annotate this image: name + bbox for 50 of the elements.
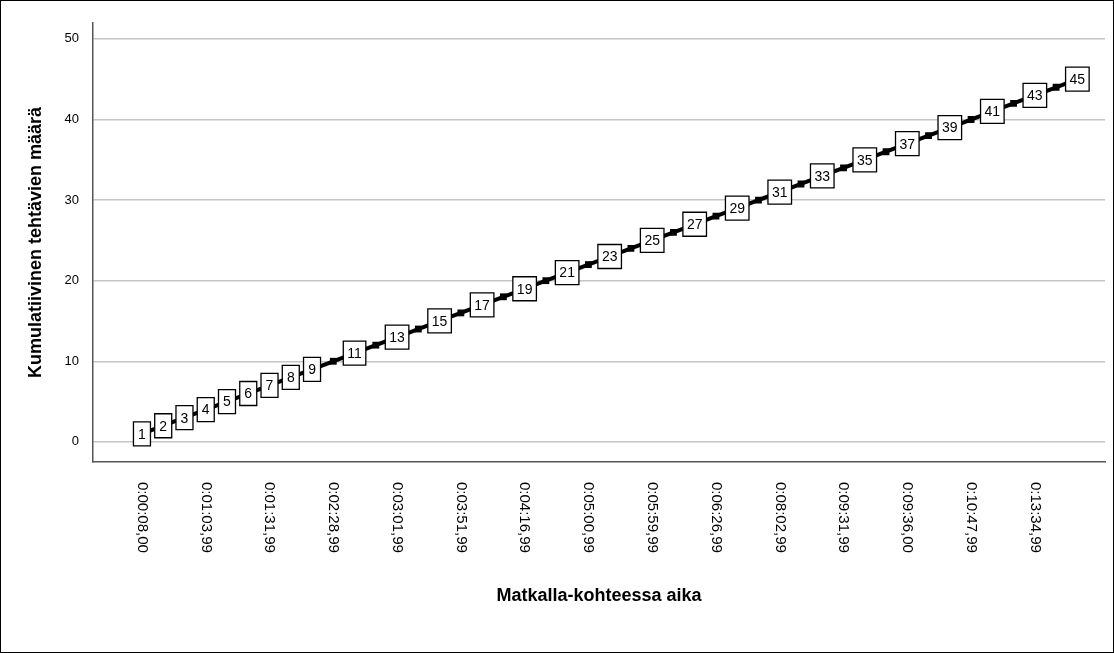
data-label: 1 — [138, 425, 147, 442]
y-tick-label: 40 — [64, 111, 80, 127]
data-label: 13 — [389, 328, 406, 345]
data-label: 35 — [856, 151, 873, 168]
data-label: 37 — [899, 135, 916, 152]
data-label: 31 — [771, 183, 788, 200]
data-label: 17 — [474, 296, 491, 313]
x-tick-label: 0:03:01,99 — [389, 482, 407, 553]
x-tick-label: 0:01:31,99 — [262, 482, 280, 553]
y-axis-title: Kumulatiivinen tehtävien määrä — [24, 105, 45, 378]
data-label: 23 — [601, 248, 618, 265]
data-label: 6 — [244, 385, 253, 402]
data-label: 15 — [431, 312, 448, 329]
data-label: 9 — [308, 361, 317, 378]
x-tick-label: 0:02:28,99 — [326, 482, 344, 553]
x-tick-label: 0:01:03,99 — [198, 482, 216, 553]
x-tick-label: 0:13:34,99 — [1027, 482, 1045, 553]
data-label: 7 — [265, 377, 274, 394]
data-label: 43 — [1027, 87, 1043, 104]
data-label: 39 — [942, 119, 958, 136]
x-tick-label: 0:08:02,99 — [772, 482, 790, 553]
x-tick-label: 0:00:08,00 — [134, 482, 152, 553]
x-tick-label: 0:10:47,99 — [963, 482, 981, 553]
data-label: 41 — [984, 103, 1001, 120]
data-label: 2 — [159, 417, 168, 434]
x-tick-label: 0:09:36,00 — [900, 482, 918, 553]
y-tick-label: 20 — [64, 272, 80, 288]
data-label: 3 — [180, 409, 189, 426]
data-label: 33 — [814, 167, 831, 184]
y-tick-label: 30 — [64, 191, 80, 207]
x-axis-title: Matkalla-kohteessa aika — [496, 584, 703, 605]
y-tick-label: 50 — [64, 30, 80, 46]
data-label: 11 — [347, 345, 363, 362]
x-tick-label: 0:05:59,99 — [645, 482, 663, 553]
data-label: 29 — [729, 200, 746, 217]
data-label: 45 — [1069, 71, 1086, 88]
data-label: 27 — [686, 216, 703, 233]
x-tick-label: 0:05:00,99 — [581, 482, 599, 553]
y-tick-label: 0 — [71, 433, 80, 449]
x-tick-label: 0:09:31,99 — [836, 482, 854, 553]
x-tick-label: 0:04:16,99 — [517, 482, 535, 553]
data-label: 8 — [286, 369, 295, 386]
data-label: 21 — [559, 264, 576, 281]
data-label: 4 — [201, 401, 210, 418]
x-tick-label: 0:06:26,99 — [708, 482, 726, 553]
y-tick-label: 10 — [64, 352, 80, 368]
data-label: 5 — [223, 393, 232, 410]
data-label: 25 — [644, 232, 661, 249]
data-label: 19 — [516, 280, 533, 297]
x-tick-label: 0:03:51,99 — [453, 482, 471, 553]
